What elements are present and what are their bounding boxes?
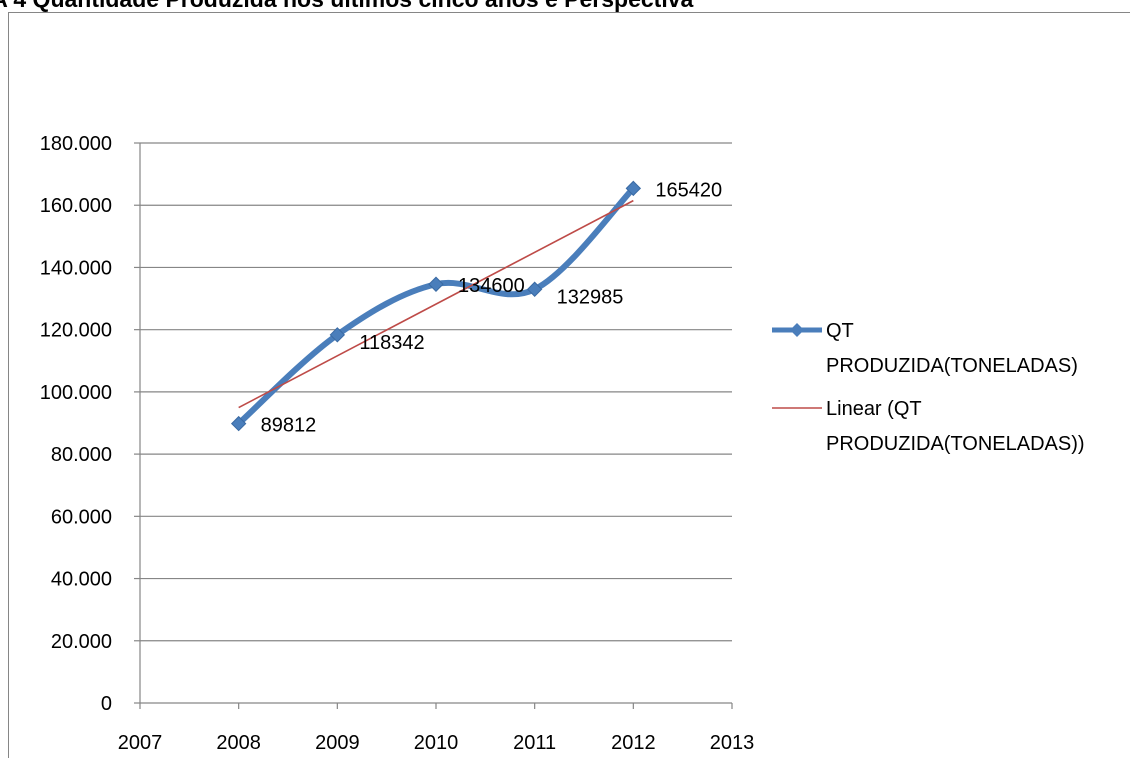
y-tick-label: 180.000 xyxy=(40,133,112,155)
data-label: 118342 xyxy=(359,332,424,354)
x-tick-label: 2013 xyxy=(710,732,755,754)
data-label: 132985 xyxy=(557,286,624,308)
x-tick-label: 2012 xyxy=(611,732,656,754)
y-tick-label: 100.000 xyxy=(40,382,112,404)
x-tick-label: 2007 xyxy=(118,732,163,754)
data-point-marker xyxy=(526,281,543,297)
trendline xyxy=(238,199,634,409)
data-label: 134600 xyxy=(458,275,525,297)
data-label: 89812 xyxy=(261,415,317,437)
chart-title: URA 4 Quantidade Produzida nos últimos c… xyxy=(0,0,1130,12)
legend-label: PRODUZIDA(TONELADAS) xyxy=(826,355,1078,377)
x-tick-label: 2010 xyxy=(414,732,459,754)
legend: QT PRODUZIDA(TONELADAS) Linear (QT PRODUZID… xyxy=(772,320,1085,455)
x-tick-label: 2011 xyxy=(513,732,556,754)
y-tick-label: 20.000 xyxy=(51,631,112,653)
legend-label: PRODUZIDA(TONELADAS)) xyxy=(826,433,1085,455)
x-tick-label: 2009 xyxy=(315,732,360,754)
axes xyxy=(134,142,733,709)
data-point-marker xyxy=(625,180,642,197)
y-tick-label: 60.000 xyxy=(51,506,112,528)
x-tick-label: 2008 xyxy=(216,732,261,754)
chart-area-frame xyxy=(8,12,1130,758)
series-layer xyxy=(230,180,642,432)
gridlines xyxy=(140,142,732,642)
data-point-marker xyxy=(230,415,247,432)
y-axis-tick-labels: 0 20.000 40.000 60.000 80.000 100.000 120.000 1… xyxy=(40,133,112,715)
data-labels: 89812 118342 134600 132985 165420 xyxy=(261,179,722,436)
x-axis-tick-labels: 2007 2008 2009 2010 2011 2012 2013 xyxy=(118,732,755,754)
legend-label: QT xyxy=(826,320,854,342)
y-tick-label: 80.000 xyxy=(51,444,112,466)
y-tick-label: 140.000 xyxy=(40,257,112,279)
data-label: 165420 xyxy=(655,179,722,201)
legend-swatch-marker xyxy=(790,323,804,337)
y-tick-label: 160.000 xyxy=(40,195,112,217)
y-tick-label: 0 xyxy=(101,693,112,715)
y-tick-label: 120.000 xyxy=(40,320,112,342)
y-tick-label: 40.000 xyxy=(51,569,112,591)
data-point-marker xyxy=(428,276,444,292)
data-point-marker xyxy=(329,327,346,343)
legend-label: Linear (QT xyxy=(826,398,922,420)
